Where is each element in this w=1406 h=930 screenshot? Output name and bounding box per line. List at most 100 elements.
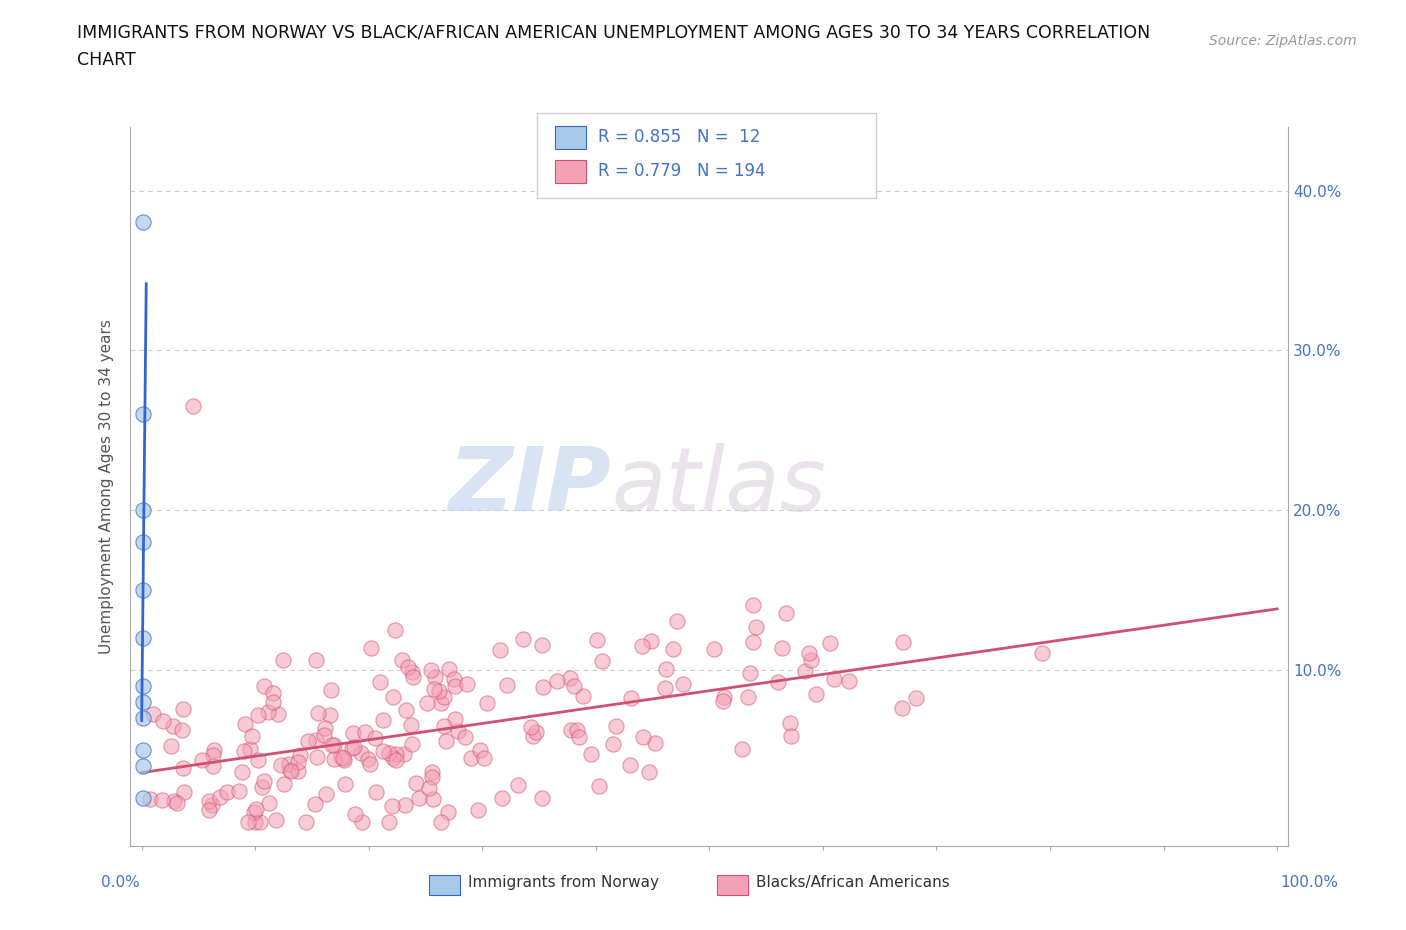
Point [619,758,641,773]
Point [742,597,765,612]
Point [287,764,309,778]
Point [418,780,440,795]
Point [247,708,270,723]
Point [262,685,284,700]
Point [132,535,155,550]
Point [305,750,328,764]
Point [408,790,430,805]
Point [381,751,404,765]
Point [332,751,354,765]
Point [823,671,845,686]
Point [305,652,328,667]
Point [585,632,607,647]
Point [472,751,495,765]
Point [215,784,238,799]
Text: 0.0%: 0.0% [101,875,141,890]
Point [572,688,595,703]
Point [602,737,624,751]
Point [631,639,654,654]
Point [333,752,356,767]
Point [322,737,344,752]
Point [132,406,155,421]
Point [644,736,666,751]
Point [631,730,654,745]
Point [278,763,301,777]
Point [430,815,453,830]
Point [433,719,456,734]
Point [419,662,441,677]
Point [132,582,155,597]
Point [496,678,519,693]
Point [1031,645,1053,660]
Point [231,764,253,779]
Text: Immigrants from Norway: Immigrants from Norway [468,875,659,890]
Point [142,706,165,721]
Point [172,761,194,776]
Point [800,653,823,668]
Point [434,733,457,748]
Point [385,752,408,767]
Point [354,724,377,739]
Point [560,723,582,737]
Point [588,778,610,793]
Point [396,659,419,674]
Point [252,774,274,789]
Point [232,744,254,759]
Point [531,680,554,695]
Point [368,675,391,690]
Point [262,695,284,710]
Point [160,738,183,753]
Text: 100.0%: 100.0% [1281,875,1339,890]
Point [280,764,302,778]
Point [322,751,344,766]
Point [638,764,661,779]
Point [520,720,543,735]
Point [350,815,373,830]
Point [202,759,225,774]
Point [312,727,335,742]
Point [305,732,328,747]
Point [671,677,693,692]
Point [359,756,381,771]
Point [198,793,221,808]
Point [132,711,155,725]
Point [378,746,401,761]
Point [256,705,278,720]
Text: CHART: CHART [77,51,136,69]
Point [373,712,395,727]
Point [437,661,460,676]
Point [304,796,326,811]
Point [239,741,262,756]
Point [364,784,387,799]
Point [475,696,498,711]
Point [132,631,155,645]
Point [620,691,643,706]
Point [423,670,446,684]
Point [797,645,820,660]
Point [132,790,155,805]
Point [307,706,329,721]
Point [342,740,364,755]
Text: R = 0.855   N =  12: R = 0.855 N = 12 [598,127,759,146]
Point [344,806,367,821]
Point [247,752,270,767]
Point [360,640,382,655]
Point [250,779,273,794]
Point [384,622,406,637]
Point [252,679,274,694]
Point [444,711,467,726]
Point [173,785,195,800]
Point [779,715,801,730]
Point [240,729,263,744]
Point [132,758,155,773]
Point [295,815,318,830]
Point [266,813,288,828]
Point [152,713,174,728]
Point [531,790,554,805]
Point [132,695,155,710]
Point [427,684,450,698]
Point [456,676,478,691]
Point [166,795,188,810]
Point [202,743,225,758]
Point [524,724,547,739]
